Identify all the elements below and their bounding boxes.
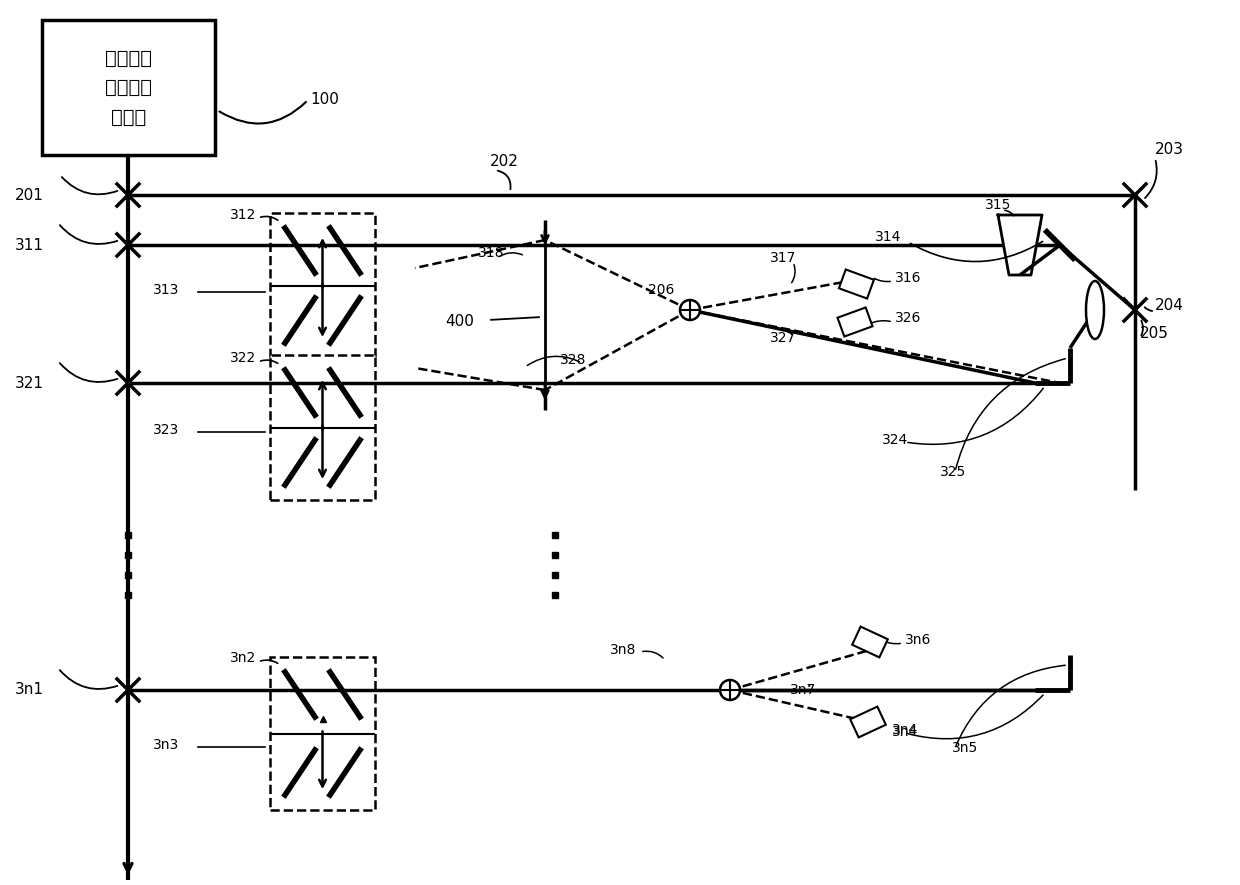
- Circle shape: [680, 300, 701, 320]
- Text: 315: 315: [985, 198, 1012, 212]
- Text: 312: 312: [229, 208, 257, 222]
- Bar: [270, 355, 374, 500]
- Text: 327: 327: [770, 331, 796, 345]
- Text: 318: 318: [477, 246, 505, 260]
- Text: 400: 400: [445, 314, 474, 329]
- Text: 3n8: 3n8: [610, 643, 636, 657]
- FancyBboxPatch shape: [837, 307, 873, 336]
- Text: 316: 316: [895, 271, 921, 285]
- Text: 3n5: 3n5: [952, 741, 978, 755]
- Text: 3n6: 3n6: [905, 633, 931, 647]
- Text: 3n3: 3n3: [153, 738, 180, 752]
- Polygon shape: [998, 215, 1042, 275]
- Text: 328: 328: [560, 353, 587, 367]
- Ellipse shape: [1086, 281, 1104, 339]
- Text: 100: 100: [310, 93, 339, 107]
- FancyBboxPatch shape: [852, 627, 888, 658]
- Text: 322: 322: [229, 351, 257, 365]
- FancyBboxPatch shape: [839, 270, 874, 298]
- Circle shape: [720, 680, 740, 700]
- Text: 326: 326: [895, 311, 921, 325]
- Bar: [270, 213, 374, 358]
- FancyBboxPatch shape: [851, 706, 885, 737]
- Bar: [42, 20, 215, 155]
- Text: 3n7: 3n7: [790, 683, 816, 697]
- Text: 206: 206: [649, 283, 675, 297]
- Text: 204: 204: [1154, 297, 1184, 312]
- Bar: [270, 657, 374, 810]
- Text: 3n4: 3n4: [892, 725, 919, 739]
- Text: 3n1: 3n1: [15, 682, 43, 697]
- Text: 314: 314: [875, 230, 901, 244]
- Text: 324: 324: [882, 433, 908, 447]
- Text: 321: 321: [15, 375, 43, 390]
- Text: 317: 317: [770, 251, 796, 265]
- Text: 205: 205: [1140, 326, 1169, 341]
- Text: 311: 311: [15, 237, 43, 252]
- Text: 202: 202: [490, 155, 518, 170]
- Text: 高功率钛
宝石飞秒
激光器: 高功率钛 宝石飞秒 激光器: [105, 49, 153, 127]
- Text: 325: 325: [940, 465, 966, 479]
- Text: 3n4: 3n4: [892, 723, 919, 737]
- Text: 313: 313: [153, 283, 180, 297]
- Text: 203: 203: [1154, 142, 1184, 158]
- Text: 3n2: 3n2: [229, 651, 257, 665]
- Text: 323: 323: [153, 423, 180, 437]
- Text: 201: 201: [15, 188, 43, 203]
